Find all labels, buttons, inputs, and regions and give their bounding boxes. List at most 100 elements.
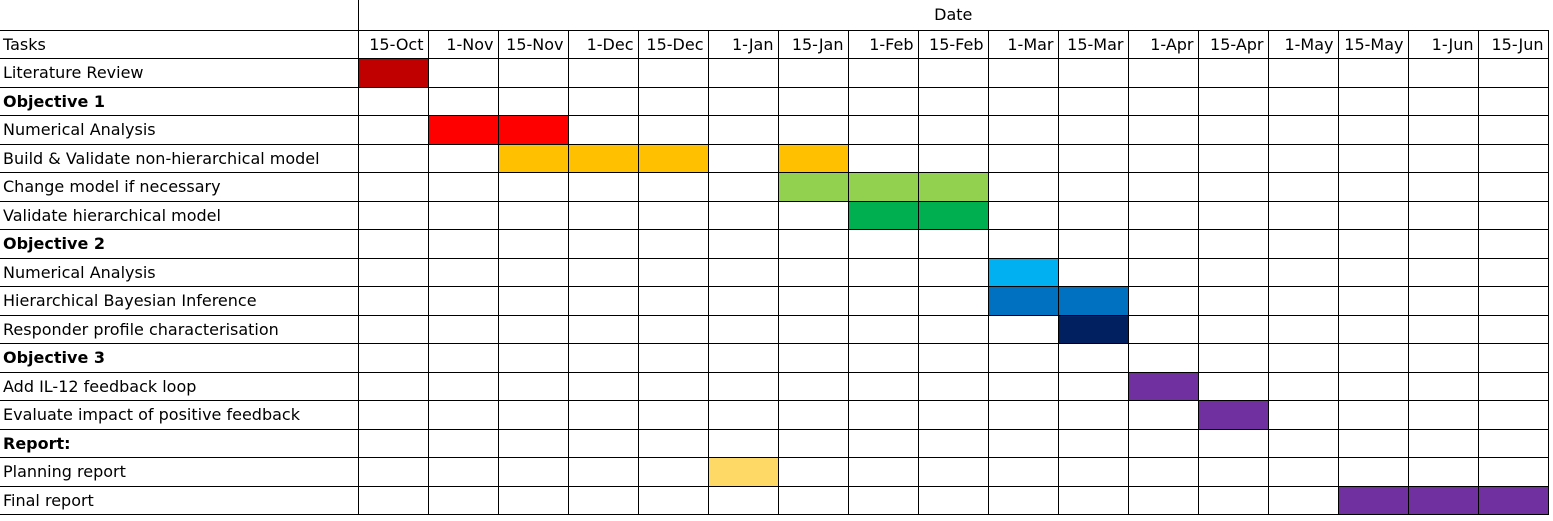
empty-cell bbox=[988, 372, 1059, 401]
empty-cell bbox=[848, 258, 919, 287]
empty-cell bbox=[1478, 87, 1549, 116]
period-header: 1-Dec bbox=[568, 30, 639, 59]
empty-cell bbox=[918, 87, 989, 116]
gantt-bar-cell bbox=[1058, 315, 1129, 344]
empty-cell bbox=[988, 201, 1059, 230]
period-header: 1-Jan bbox=[708, 30, 779, 59]
empty-cell bbox=[428, 486, 499, 515]
date-header: Date bbox=[358, 0, 1548, 31]
empty-cell bbox=[1198, 372, 1269, 401]
empty-cell bbox=[1408, 258, 1479, 287]
empty-cell bbox=[638, 172, 709, 202]
empty-cell bbox=[848, 343, 919, 373]
empty-cell bbox=[638, 201, 709, 230]
empty-cell bbox=[568, 172, 639, 202]
empty-cell bbox=[1198, 144, 1269, 173]
empty-cell bbox=[358, 372, 429, 401]
empty-cell bbox=[848, 58, 919, 88]
empty-cell bbox=[428, 201, 499, 230]
empty-cell bbox=[918, 144, 989, 173]
empty-cell bbox=[1338, 229, 1409, 259]
period-header: 15-Jun bbox=[1478, 30, 1549, 59]
gantt-bar-cell bbox=[1128, 372, 1199, 401]
empty-cell bbox=[1338, 315, 1409, 344]
task-row: Planning report bbox=[0, 457, 1549, 487]
empty-cell bbox=[708, 372, 779, 401]
gantt-bar-cell bbox=[708, 457, 779, 487]
empty-cell bbox=[1198, 315, 1269, 344]
empty-cell bbox=[1408, 229, 1479, 259]
task-row: Evaluate impact of positive feedback bbox=[0, 400, 1549, 430]
empty-cell bbox=[1198, 258, 1269, 287]
empty-cell bbox=[1058, 429, 1129, 458]
empty-cell bbox=[568, 486, 639, 515]
empty-cell bbox=[638, 58, 709, 88]
empty-cell bbox=[358, 457, 429, 487]
header-row-periods: Tasks 15-Oct 1-Nov 15-Nov 1-Dec 15-Dec 1-Jan 1… bbox=[0, 30, 1549, 59]
empty-cell bbox=[1198, 429, 1269, 458]
section-label: Objective 3 bbox=[0, 343, 359, 373]
gantt-bar-cell bbox=[778, 144, 849, 173]
empty-cell bbox=[1198, 229, 1269, 259]
empty-cell bbox=[848, 286, 919, 316]
empty-cell bbox=[778, 315, 849, 344]
gantt-bar-cell bbox=[848, 172, 919, 202]
empty-cell bbox=[498, 429, 569, 458]
task-label: Final report bbox=[0, 486, 359, 515]
empty-cell bbox=[1338, 429, 1409, 458]
period-header: 15-May bbox=[1338, 30, 1409, 59]
empty-cell bbox=[918, 457, 989, 487]
empty-cell bbox=[568, 229, 639, 259]
empty-cell bbox=[568, 201, 639, 230]
empty-cell bbox=[1408, 343, 1479, 373]
task-label: Hierarchical Bayesian Inference bbox=[0, 286, 359, 316]
empty-cell bbox=[428, 144, 499, 173]
empty-cell bbox=[1268, 486, 1339, 515]
header-row-date: Date bbox=[0, 0, 1548, 31]
empty-cell bbox=[498, 87, 569, 116]
empty-cell bbox=[848, 115, 919, 145]
gantt-bar-cell bbox=[498, 144, 569, 173]
empty-cell bbox=[1338, 115, 1409, 145]
gantt-bar-cell bbox=[778, 172, 849, 202]
period-header: 15-Nov bbox=[498, 30, 569, 59]
empty-cell bbox=[848, 372, 919, 401]
task-row: Final report bbox=[0, 486, 1549, 515]
empty-cell bbox=[1058, 372, 1129, 401]
period-header: 1-Nov bbox=[428, 30, 499, 59]
task-label: Numerical Analysis bbox=[0, 115, 359, 145]
empty-cell bbox=[1128, 229, 1199, 259]
empty-cell bbox=[778, 372, 849, 401]
empty-cell bbox=[1198, 87, 1269, 116]
task-row: Build & Validate non-hierarchical model bbox=[0, 144, 1549, 173]
empty-cell bbox=[428, 87, 499, 116]
task-row: Responder profile characterisation bbox=[0, 315, 1549, 344]
gantt-bar-cell bbox=[1198, 400, 1269, 430]
empty-cell bbox=[1128, 315, 1199, 344]
empty-cell bbox=[1058, 258, 1129, 287]
empty-cell bbox=[638, 372, 709, 401]
task-row: Validate hierarchical model bbox=[0, 201, 1549, 230]
empty-cell bbox=[1338, 201, 1409, 230]
empty-cell bbox=[778, 87, 849, 116]
empty-cell bbox=[638, 315, 709, 344]
empty-cell bbox=[778, 400, 849, 430]
empty-cell bbox=[1058, 144, 1129, 173]
empty-cell bbox=[988, 486, 1059, 515]
empty-cell bbox=[1128, 144, 1199, 173]
empty-cell bbox=[1338, 258, 1409, 287]
empty-cell bbox=[1268, 201, 1339, 230]
empty-cell bbox=[638, 429, 709, 458]
empty-cell bbox=[1128, 429, 1199, 458]
empty-cell bbox=[358, 87, 429, 116]
empty-cell bbox=[1478, 286, 1549, 316]
empty-cell bbox=[358, 286, 429, 316]
empty-cell bbox=[1268, 372, 1339, 401]
empty-cell bbox=[1058, 486, 1129, 515]
empty-cell bbox=[568, 115, 639, 145]
empty-cell bbox=[1198, 286, 1269, 316]
empty-cell bbox=[1338, 286, 1409, 316]
empty-cell bbox=[1478, 229, 1549, 259]
empty-cell bbox=[1058, 400, 1129, 430]
